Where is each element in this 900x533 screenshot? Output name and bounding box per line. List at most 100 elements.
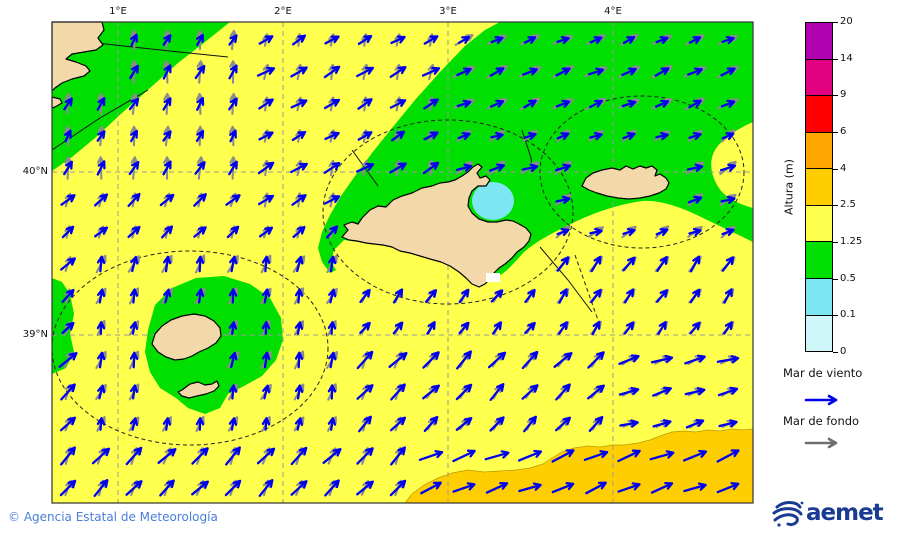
colorbar-segment [806,132,832,170]
wind-sea-arrow [717,386,739,397]
wind-sea-arrow [622,35,636,45]
wind-sea-arrow [229,255,238,273]
bay-alcudia-cyan [472,182,514,220]
wind-sea-arrow [489,99,505,108]
wind-sea-arrow [226,225,240,239]
wind-sea-arrow [159,479,175,497]
wind-sea-arrow [59,416,77,432]
wind-sea-arrow [129,64,139,80]
x-axis-tick-label: 3°E [439,6,457,17]
colorbar-tickmark [833,168,838,170]
colorbar-tick-label: 9 [840,89,847,101]
wind-sea-arrow [96,130,106,142]
wind-sea-arrow [555,195,571,205]
wind-sea-arrow [356,447,374,465]
wind-sea-arrow [688,227,702,237]
colorbar-tick-label: 14 [840,52,853,64]
wind-sea-arrow [256,447,276,465]
wind-sea-arrow [261,255,271,273]
wind-sea-arrow [621,67,637,77]
wind-sea-arrow [191,480,209,496]
wind-sea-arrow [261,351,271,369]
wind-sea-arrow [392,288,404,304]
colorbar-segment [806,169,832,206]
wind-sea-arrow [716,355,740,364]
colorbar-tick-label: 6 [840,126,847,137]
wind-sea-arrow [325,225,339,239]
wind-sea-arrow [229,351,238,369]
wind-sea-arrow [556,35,570,45]
wind-sea-arrow [587,351,605,369]
wind-sea-arrow [390,130,406,142]
wind-sea-arrow [553,352,573,368]
colorbar-tick-label: 1.25 [840,236,863,247]
colorbar-tick-label: 0 [840,346,847,357]
wind-sea-arrow [458,288,470,304]
wind-sea-arrow [489,67,505,77]
wind-sea-arrow [587,384,605,400]
wind-sea-arrow [392,321,404,335]
map-border [51,21,754,504]
wind-sea-arrow [196,33,204,47]
wind-sea-arrow [96,351,106,369]
wind-sea-arrow [489,416,505,432]
wind-sea-arrow [718,419,738,428]
wind-sea-arrow [455,383,473,401]
wind-sea-arrow [655,228,669,237]
wind-sea-arrow [258,479,274,497]
wind-sea-arrow [555,99,571,108]
wind-sea-arrow [583,450,609,461]
wind-sea-arrow [294,384,304,400]
wind-sea-arrow [256,66,276,77]
wind-sea-arrow [125,480,143,496]
wind-sea-arrow [656,289,668,303]
wind-sea-arrow [127,225,141,239]
colorbar-segment [806,315,832,352]
wind-sea-arrow [129,384,139,400]
wind-sea-arrow [357,34,373,46]
wind-sea-arrow [194,161,206,175]
wind-sea-arrow [358,415,372,433]
wind-sea-arrow [654,99,670,108]
wind-sea-arrow [585,481,607,495]
copyright-text: © Agencia Estatal de Meteorología [8,510,218,524]
green-region-northwest [52,22,230,171]
wind-sea-arrow [128,160,140,176]
wind-sea-arrow [652,386,672,397]
wind-sea-arrow [327,417,337,431]
wind-sea-arrow [522,67,538,76]
wind-sea-arrow [61,225,75,239]
wind-sea-arrow [324,35,340,45]
wind-sea-arrow [357,98,373,110]
wind-sea-arrow [622,132,636,141]
legend-arrows [804,394,838,449]
wind-sea-arrow [684,354,706,365]
wind-sea-arrow [294,351,304,369]
wind-sea-arrow [485,481,509,494]
wind-sea-arrow [258,226,274,238]
wind-sea-arrow [228,97,238,111]
wind-sea-arrow [162,130,172,142]
wind-sea-arrow [723,321,733,335]
wind-sea-arrow [657,321,667,335]
wind-sea-arrow [487,351,507,369]
wind-sea-arrow [130,129,138,143]
wind-sea-arrow [130,33,138,47]
wind-sea-arrow [551,449,575,463]
wind-sea-arrow [228,384,238,400]
wind-sea-arrow [490,289,504,303]
wind-sea-arrow [619,419,639,428]
wind-sea-arrow [291,130,307,142]
wind-sea-arrow [589,131,603,141]
wind-sea-arrow [723,288,733,304]
wind-sea-arrow [649,450,675,461]
wind-sea-arrow [389,162,407,174]
wind-sea-arrow [591,320,601,336]
wind-sea-arrow [518,482,542,493]
colorbar-tickmark [833,315,838,317]
wind-sea-arrow [258,131,274,141]
wind-sea-arrow [63,97,73,111]
wind-sea-arrow [195,255,205,273]
